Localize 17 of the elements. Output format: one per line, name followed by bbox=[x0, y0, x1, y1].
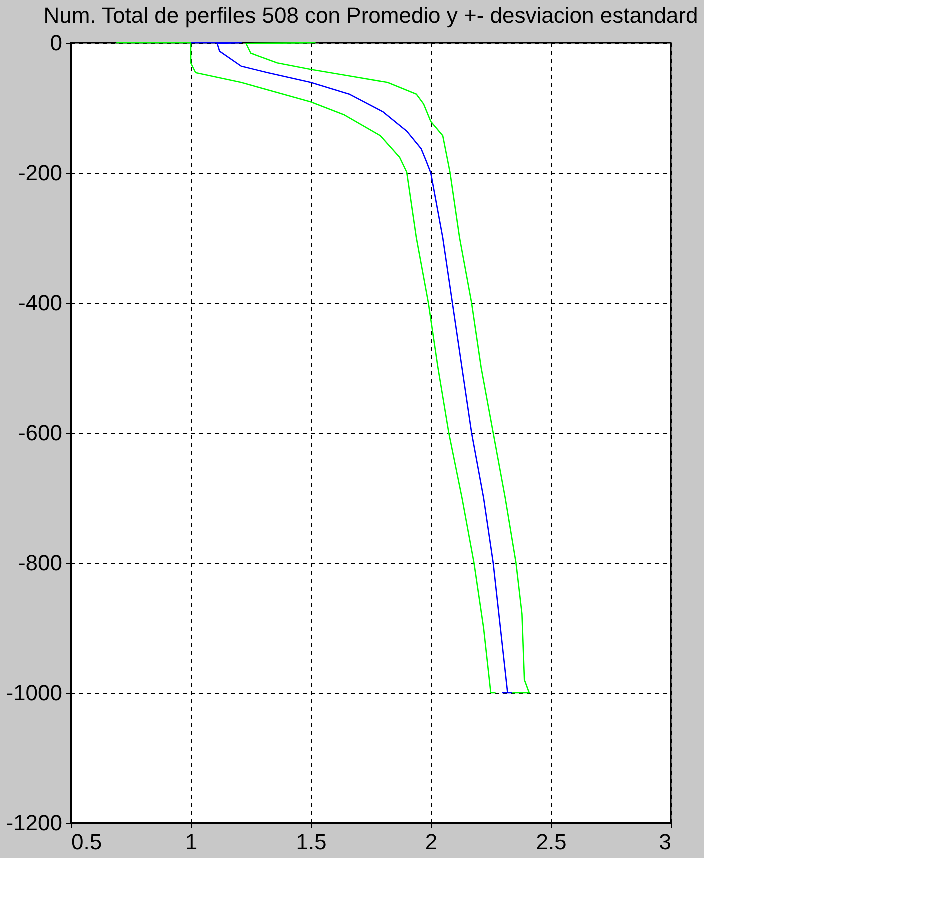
line-series bbox=[116, 42, 496, 694]
x-tick-label: 2.5 bbox=[536, 830, 567, 854]
y-tick-label: -1000 bbox=[6, 680, 62, 706]
y-tick-label: -1200 bbox=[6, 810, 62, 836]
x-tick-label: 3 bbox=[659, 830, 672, 854]
chart-title: Num. Total de perfiles 508 con Promedio y +- desviacion estandard bbox=[44, 3, 698, 28]
x-tick-label: 1 bbox=[185, 830, 198, 854]
y-tick-label: 0 bbox=[50, 30, 62, 56]
y-tick-label: -600 bbox=[18, 420, 62, 446]
y-tick-label: -400 bbox=[18, 290, 62, 316]
line-series bbox=[190, 42, 514, 694]
x-tick-label: 1.5 bbox=[296, 830, 327, 854]
line-series bbox=[246, 42, 530, 694]
x-tick-label: 2 bbox=[425, 830, 438, 854]
y-tick-label: -800 bbox=[18, 550, 62, 576]
y-tick-label: -200 bbox=[18, 160, 62, 186]
x-tick-label: 0.5 bbox=[72, 830, 102, 854]
